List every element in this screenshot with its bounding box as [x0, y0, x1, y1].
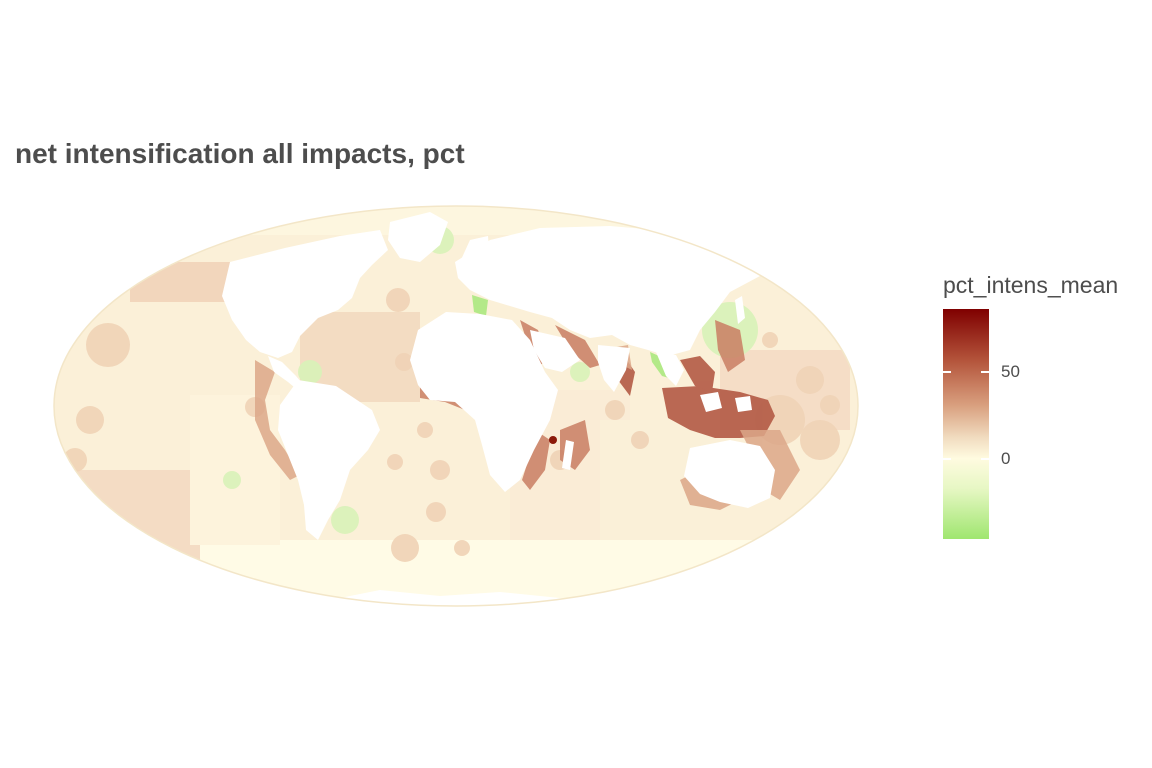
legend-label-50: 50: [1001, 362, 1020, 381]
legend-tick-0-right: [981, 458, 989, 460]
legend-label-0: 0: [1001, 449, 1011, 468]
chart-title: net intensification all impacts, pct: [15, 138, 465, 169]
legend-tick-50: [943, 371, 951, 373]
legend-tick-50-right: [981, 371, 989, 373]
legend-title: pct_intens_mean: [943, 272, 1119, 298]
legend-tick-0: [943, 458, 951, 460]
legend-colorbar: [943, 309, 989, 539]
